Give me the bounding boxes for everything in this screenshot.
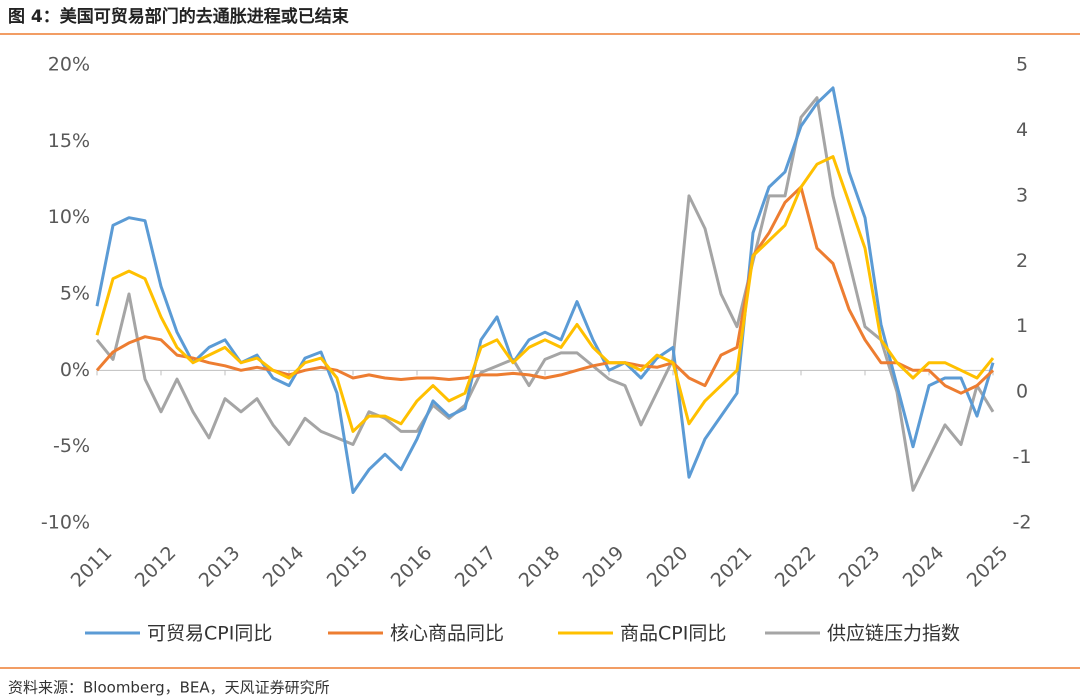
y-tick-label: 10% [48, 206, 90, 228]
legend-label: 供应链压力指数 [827, 623, 960, 645]
y-tick-label: 20% [48, 54, 90, 76]
x-tick-label: 2019 [579, 542, 629, 592]
series-line [95, 96, 995, 492]
series-line [95, 185, 995, 395]
x-tick-label: 2015 [323, 542, 373, 592]
series-line [95, 155, 995, 433]
y2-tick-label: -2 [1013, 512, 1032, 534]
x-tick-label: 2016 [387, 542, 437, 592]
x-tick-label: 2017 [451, 542, 501, 592]
y-tick-label: 5% [60, 283, 90, 305]
x-tick-label: 2018 [515, 542, 565, 592]
y2-tick-label: 4 [1016, 119, 1028, 141]
x-tick-label: 2013 [195, 542, 245, 592]
x-tick-label: 2011 [67, 542, 117, 592]
x-tick-label: 2024 [899, 542, 949, 592]
y2-tick-label: 1 [1016, 315, 1028, 337]
y2-tick-label: -1 [1013, 446, 1032, 468]
x-tick-label: 2025 [963, 542, 1013, 592]
x-tick-label: 2012 [131, 542, 181, 592]
series-line [95, 86, 995, 494]
x-tick-label: 2023 [835, 542, 885, 592]
x-tick-label: 2022 [771, 542, 821, 592]
legend-label: 可贸易CPI同比 [147, 623, 272, 645]
legend-label: 核心商品同比 [390, 623, 504, 645]
y-tick-label: -10% [41, 512, 90, 534]
x-tick-label: 2020 [643, 542, 693, 592]
y-tick-label: -5% [53, 435, 90, 457]
y2-tick-label: 2 [1016, 250, 1028, 272]
chart-title: 图 4：美国可贸易部门的去通胀进程或已结束 [8, 6, 349, 27]
x-tick-label: 2014 [259, 542, 309, 592]
source-note: 资料来源：Bloomberg，BEA，天风证券研究所 [8, 679, 330, 697]
x-tick-label: 2021 [707, 542, 757, 592]
legend-label: 商品CPI同比 [620, 623, 726, 645]
y2-tick-label: 3 [1016, 184, 1028, 206]
y2-tick-label: 0 [1016, 381, 1028, 403]
y-tick-label: 15% [48, 130, 90, 152]
y2-tick-label: 5 [1016, 54, 1028, 76]
y-tick-label: 0% [60, 359, 90, 381]
